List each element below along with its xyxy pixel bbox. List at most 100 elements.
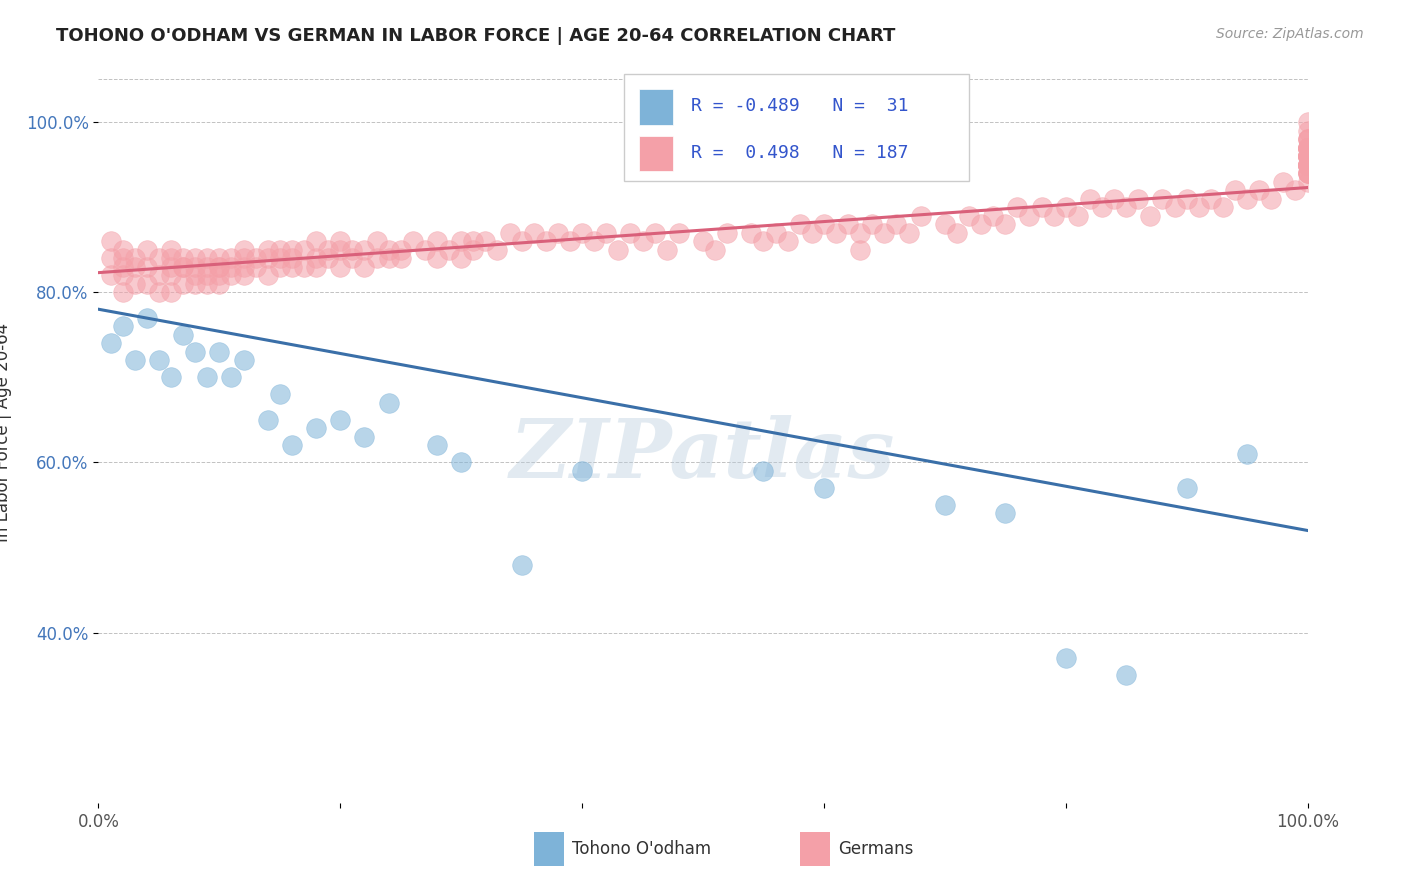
Point xyxy=(135,277,157,291)
Point xyxy=(124,277,146,291)
Point xyxy=(813,217,835,231)
Point xyxy=(1296,140,1319,154)
Point xyxy=(994,217,1017,231)
Point xyxy=(377,251,399,265)
Point xyxy=(1296,149,1319,163)
Point xyxy=(1139,209,1161,223)
Point xyxy=(1296,157,1319,171)
Point xyxy=(256,251,278,265)
Point xyxy=(583,234,606,248)
Point xyxy=(1102,192,1125,206)
Point xyxy=(1296,166,1319,180)
Point xyxy=(860,217,883,231)
Point xyxy=(1296,149,1319,163)
Point xyxy=(1260,192,1282,206)
Point xyxy=(837,217,859,231)
Point xyxy=(329,260,352,274)
Point xyxy=(1054,200,1077,214)
Point xyxy=(292,260,315,274)
Point xyxy=(450,234,472,248)
Point xyxy=(184,277,207,291)
Point xyxy=(970,217,993,231)
Point xyxy=(910,209,932,223)
Point xyxy=(195,268,218,283)
Point xyxy=(946,226,969,240)
Point xyxy=(353,430,375,444)
Point xyxy=(377,243,399,257)
Point xyxy=(281,260,304,274)
Point xyxy=(195,251,218,265)
Text: TOHONO O'ODHAM VS GERMAN IN LABOR FORCE | AGE 20-64 CORRELATION CHART: TOHONO O'ODHAM VS GERMAN IN LABOR FORCE … xyxy=(56,27,896,45)
Point xyxy=(184,260,207,274)
Point xyxy=(1078,192,1101,206)
Point xyxy=(160,285,183,300)
Point xyxy=(1296,149,1319,163)
Point xyxy=(692,234,714,248)
Point xyxy=(1296,157,1319,171)
Point xyxy=(111,285,134,300)
Point xyxy=(437,243,460,257)
Point xyxy=(813,481,835,495)
Point xyxy=(1296,132,1319,146)
Point xyxy=(595,226,617,240)
Point xyxy=(1296,157,1319,171)
Point xyxy=(631,234,654,248)
Point xyxy=(353,260,375,274)
Bar xyxy=(534,832,564,866)
Point xyxy=(232,243,254,257)
Point xyxy=(148,268,170,283)
Point xyxy=(111,268,134,283)
Point xyxy=(1296,140,1319,154)
Point xyxy=(208,268,231,283)
Point xyxy=(1296,175,1319,189)
Point xyxy=(655,243,678,257)
Point xyxy=(1296,166,1319,180)
Point xyxy=(474,234,496,248)
Point xyxy=(450,455,472,469)
Point xyxy=(1296,140,1319,154)
Point xyxy=(135,243,157,257)
Point xyxy=(1188,200,1211,214)
Point xyxy=(1296,115,1319,129)
Point xyxy=(607,243,630,257)
Point xyxy=(1031,200,1053,214)
Point xyxy=(221,370,243,384)
Point xyxy=(789,217,811,231)
Point xyxy=(184,268,207,283)
Point xyxy=(100,251,122,265)
Point xyxy=(111,319,134,334)
Point xyxy=(111,260,134,274)
Point xyxy=(1296,166,1319,180)
Point xyxy=(366,234,388,248)
Point xyxy=(172,277,194,291)
Point xyxy=(886,217,908,231)
Point xyxy=(208,277,231,291)
Point xyxy=(1284,183,1306,197)
Point xyxy=(208,260,231,274)
Point xyxy=(160,243,183,257)
Point xyxy=(245,260,267,274)
Point xyxy=(1163,200,1185,214)
Point xyxy=(1296,149,1319,163)
Point xyxy=(402,234,425,248)
Point xyxy=(1296,149,1319,163)
Point xyxy=(184,251,207,265)
Point xyxy=(1296,140,1319,154)
Point xyxy=(825,226,848,240)
Point xyxy=(1175,481,1198,495)
Point xyxy=(1272,175,1295,189)
Point xyxy=(1296,157,1319,171)
Point xyxy=(547,226,569,240)
Point xyxy=(571,464,593,478)
Point xyxy=(1236,447,1258,461)
Point xyxy=(160,260,183,274)
Bar xyxy=(638,136,673,171)
Point xyxy=(1296,166,1319,180)
Point xyxy=(100,234,122,248)
Point xyxy=(1296,157,1319,171)
Point xyxy=(172,251,194,265)
Point xyxy=(124,260,146,274)
Point xyxy=(160,268,183,283)
Point xyxy=(232,251,254,265)
Point xyxy=(498,226,520,240)
